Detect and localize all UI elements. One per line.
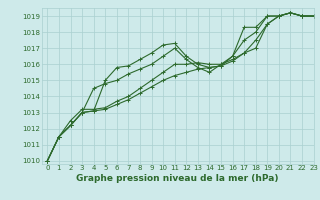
X-axis label: Graphe pression niveau de la mer (hPa): Graphe pression niveau de la mer (hPa) xyxy=(76,174,279,183)
